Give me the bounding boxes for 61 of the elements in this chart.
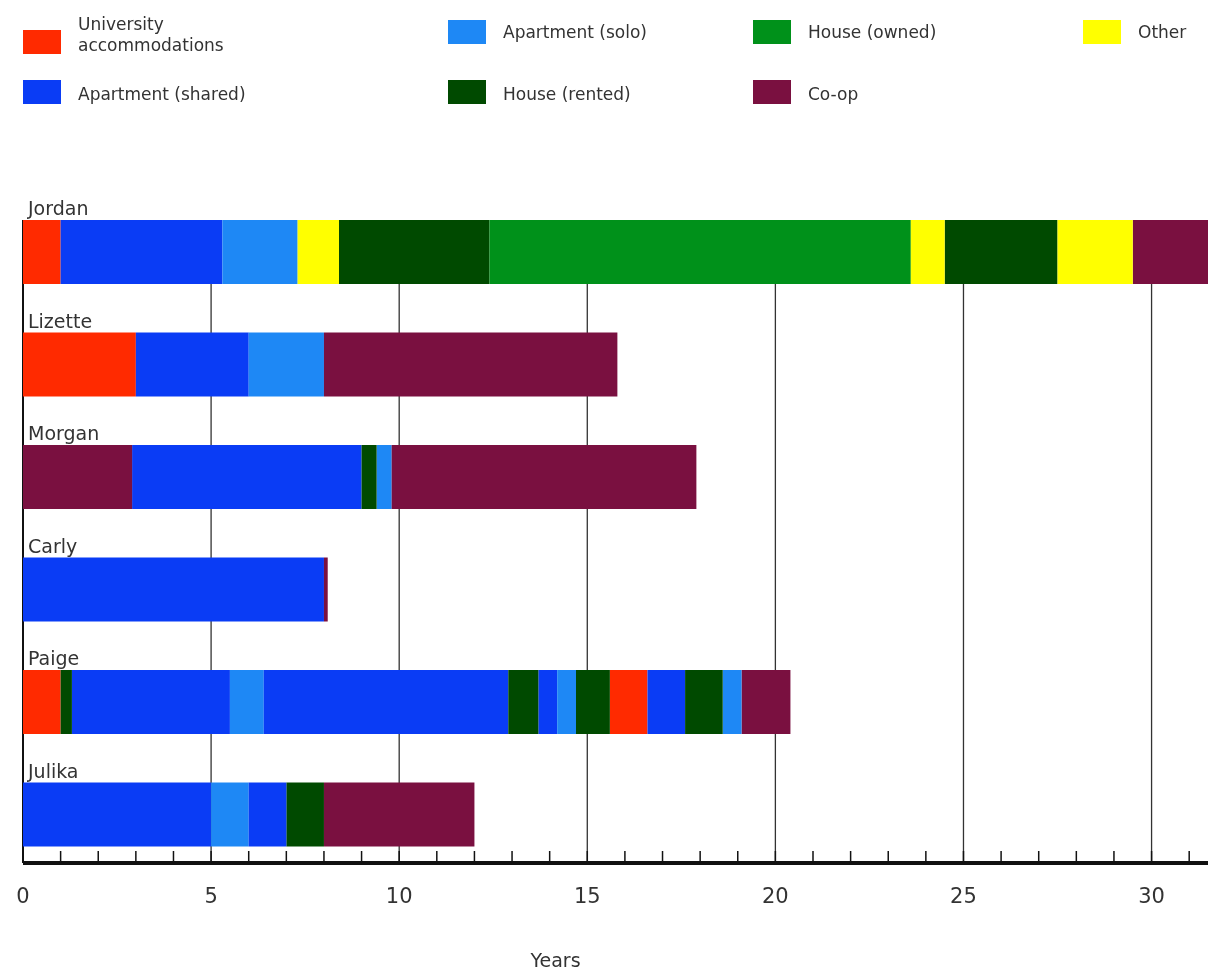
y-tick-label: Paige bbox=[28, 647, 80, 669]
x-tick-label: 30 bbox=[1138, 884, 1165, 908]
bar bbox=[557, 670, 576, 734]
y-tick-label: Jordan bbox=[27, 197, 89, 219]
legend-label: House (owned) bbox=[808, 22, 937, 42]
bar bbox=[376, 445, 392, 509]
bar bbox=[323, 782, 475, 847]
x-tick-label: 15 bbox=[573, 884, 601, 908]
y-tick-label: Lizette bbox=[28, 309, 93, 332]
bar bbox=[23, 782, 212, 847]
bar bbox=[23, 670, 61, 734]
bar bbox=[323, 557, 328, 622]
bar bbox=[23, 445, 133, 509]
bar bbox=[23, 220, 61, 284]
x-tick-label: 20 bbox=[762, 884, 789, 908]
bar bbox=[263, 670, 509, 734]
bar bbox=[222, 220, 298, 284]
y-tick-label: Julika bbox=[27, 759, 79, 782]
bar bbox=[576, 670, 610, 734]
bar bbox=[1132, 220, 1208, 284]
x-tick-label: 25 bbox=[950, 884, 977, 908]
bar bbox=[508, 670, 539, 734]
x-tick-label: 10 bbox=[385, 884, 413, 908]
bar bbox=[248, 782, 287, 847]
legend-label: House (rented) bbox=[503, 84, 631, 104]
bar bbox=[60, 220, 223, 284]
x-tick-label: 5 bbox=[204, 884, 218, 908]
bar bbox=[361, 445, 377, 509]
bar bbox=[944, 220, 1058, 284]
bar bbox=[23, 332, 136, 397]
bar bbox=[609, 670, 648, 734]
bar bbox=[647, 670, 686, 734]
bar bbox=[685, 670, 723, 734]
legend-label: Other bbox=[1138, 22, 1187, 42]
bar bbox=[132, 445, 362, 509]
bar bbox=[722, 670, 742, 734]
bar bbox=[538, 670, 558, 734]
y-tick-label: Morgan bbox=[28, 422, 100, 444]
bar bbox=[297, 220, 339, 284]
bar bbox=[71, 670, 230, 734]
x-tick-label: 0 bbox=[16, 884, 30, 908]
y-tick-label: Carly bbox=[28, 534, 78, 557]
legend-label: University accommodations bbox=[78, 14, 224, 55]
bar bbox=[23, 557, 324, 622]
legend-label: Co-op bbox=[808, 84, 859, 104]
bar bbox=[1057, 220, 1133, 284]
bar bbox=[135, 332, 249, 397]
legend-label: Apartment (solo) bbox=[503, 22, 648, 42]
bar bbox=[286, 782, 324, 847]
x-axis-title: Years bbox=[529, 949, 581, 971]
bar bbox=[489, 220, 911, 284]
bar bbox=[211, 782, 249, 847]
bar bbox=[323, 332, 618, 397]
bar bbox=[60, 670, 72, 734]
legend-label: Apartment (shared) bbox=[78, 84, 246, 104]
bar bbox=[248, 332, 324, 397]
bar bbox=[339, 220, 490, 284]
bar bbox=[910, 220, 945, 284]
bar bbox=[229, 670, 264, 734]
bar bbox=[391, 445, 697, 509]
bar bbox=[741, 670, 791, 734]
